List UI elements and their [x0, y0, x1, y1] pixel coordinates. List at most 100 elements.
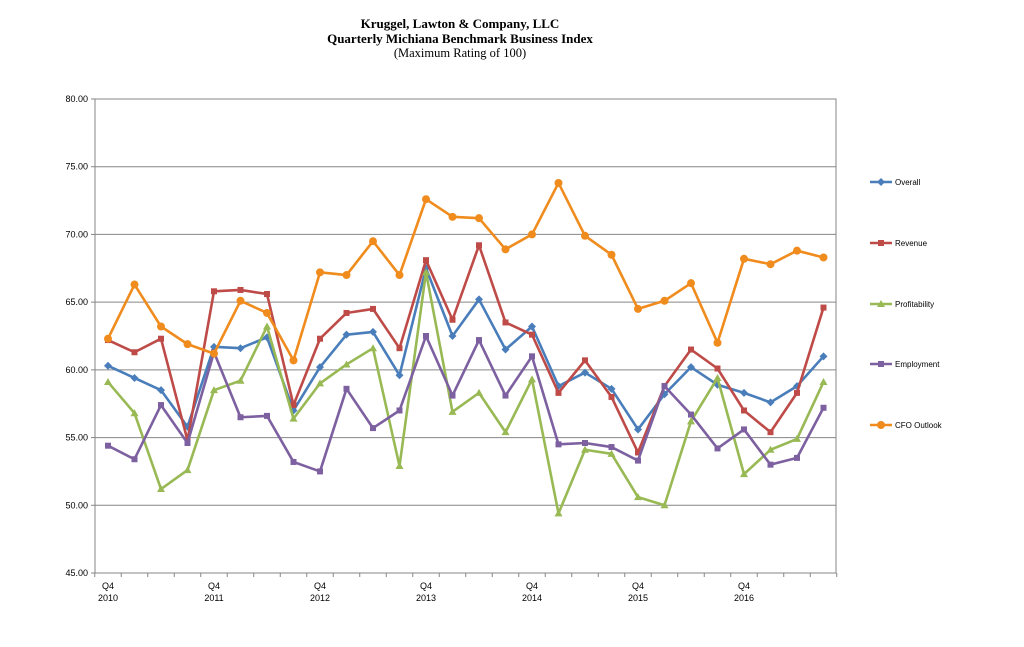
- x-tick-label: Q4: [314, 581, 326, 591]
- chart-title-index: Quarterly Michiana Benchmark Business In…: [327, 31, 593, 46]
- point-employment: [184, 439, 191, 446]
- point-cfo-outlook: [369, 237, 377, 246]
- point-revenue: [794, 389, 800, 396]
- legend-label: CFO Outlook: [895, 421, 943, 430]
- point-revenue: [502, 319, 509, 326]
- point-profitability: [687, 417, 695, 425]
- legend-item-cfo-outlook: CFO Outlook: [870, 421, 943, 430]
- point-overall: [687, 363, 695, 372]
- point-overall: [766, 398, 775, 407]
- point-revenue: [290, 402, 297, 409]
- point-revenue: [264, 291, 270, 298]
- point-profitability: [528, 375, 536, 383]
- y-tick-label: 70.00: [65, 229, 88, 239]
- legend-label: Revenue: [895, 239, 928, 248]
- point-employment: [317, 468, 323, 475]
- y-tick-label: 50.00: [65, 500, 88, 510]
- point-revenue: [396, 345, 403, 352]
- point-profitability: [475, 388, 483, 396]
- legend-label: Profitability: [895, 300, 934, 309]
- x-tick-label: 2015: [628, 593, 648, 603]
- point-cfo-outlook: [395, 271, 404, 280]
- x-tick-label: Q4: [420, 581, 432, 591]
- point-cfo-outlook: [501, 245, 510, 254]
- point-overall: [448, 332, 457, 340]
- point-profitability: [130, 409, 139, 417]
- point-cfo-outlook: [263, 308, 271, 317]
- chart-title-company: Kruggel, Lawton & Company, LLC: [360, 16, 560, 31]
- point-profitability: [289, 414, 298, 422]
- point-revenue: [317, 335, 323, 342]
- y-tick-label: 75.00: [65, 162, 88, 172]
- point-revenue: [476, 242, 482, 249]
- point-cfo-outlook: [819, 253, 828, 262]
- point-revenue: [449, 316, 456, 323]
- point-profitability: [766, 445, 775, 453]
- legend-item-overall: Overall: [870, 178, 921, 187]
- legend-swatch-marker: [877, 178, 885, 186]
- point-profitability: [581, 445, 589, 453]
- y-tick-label: 65.00: [65, 297, 88, 307]
- x-tick-label: 2010: [98, 593, 118, 603]
- point-employment: [661, 383, 668, 390]
- point-profitability: [316, 379, 324, 387]
- point-employment: [688, 411, 694, 418]
- point-overall: [475, 295, 483, 304]
- point-profitability: [740, 470, 748, 478]
- x-axis: Q4 2010 Q4 2011 Q4 2012 Q4 2013 Q4 2014 Q4 2015 Q4 20…: [94, 573, 838, 603]
- x-tick-label: Q4: [738, 581, 750, 591]
- point-revenue: [767, 429, 774, 436]
- point-profitability: [793, 434, 801, 442]
- series-overall: [104, 264, 828, 434]
- point-cfo-outlook: [581, 231, 589, 240]
- point-cfo-outlook: [130, 280, 139, 289]
- point-employment: [502, 392, 509, 399]
- point-profitability: [210, 386, 218, 394]
- point-profitability: [157, 485, 165, 493]
- point-revenue: [741, 407, 747, 414]
- point-employment: [343, 385, 350, 392]
- point-employment: [794, 454, 800, 461]
- point-cfo-outlook: [236, 296, 245, 305]
- legend-item-revenue: Revenue: [870, 239, 928, 248]
- point-cfo-outlook: [448, 212, 457, 221]
- legend-item-profitability: Profitability: [870, 300, 934, 309]
- plot-area: [94, 98, 837, 574]
- point-employment: [423, 333, 429, 339]
- point-profitability: [104, 378, 112, 386]
- chart-subtitle: (Maximum Rating of 100): [393, 46, 527, 60]
- point-employment: [131, 456, 138, 463]
- x-tick-label: 2011: [204, 593, 223, 603]
- point-overall: [819, 352, 828, 361]
- point-profitability: [660, 501, 669, 509]
- point-employment: [449, 392, 456, 399]
- point-overall: [395, 371, 404, 380]
- point-employment: [476, 337, 482, 344]
- point-revenue: [423, 257, 429, 264]
- point-revenue: [158, 335, 164, 342]
- point-overall: [528, 322, 536, 331]
- point-employment: [264, 412, 270, 419]
- series-lines: [104, 178, 828, 517]
- point-cfo-outlook: [766, 260, 775, 269]
- point-revenue: [529, 331, 535, 338]
- legend-swatch-marker: [878, 361, 884, 367]
- point-overall: [342, 330, 351, 339]
- point-cfo-outlook: [157, 322, 165, 331]
- point-cfo-outlook: [713, 338, 722, 347]
- point-cfo-outlook: [634, 304, 642, 313]
- point-profitability: [819, 378, 828, 386]
- point-profitability: [448, 407, 457, 415]
- line-overall: [107, 266, 825, 431]
- point-employment: [158, 402, 164, 409]
- x-tick-label: 2013: [416, 593, 436, 603]
- point-employment: [105, 442, 111, 449]
- point-overall: [316, 363, 324, 372]
- point-revenue: [635, 449, 641, 456]
- point-profitability: [236, 376, 245, 384]
- point-profitability: [183, 466, 192, 474]
- point-cfo-outlook: [183, 340, 192, 349]
- x-tick-label: 2016: [734, 593, 754, 603]
- y-tick-label: 55.00: [65, 433, 88, 443]
- y-axis: 45.00 50.00 55.00 60.00 65.00 70.00 75.00 80.00: [65, 94, 95, 578]
